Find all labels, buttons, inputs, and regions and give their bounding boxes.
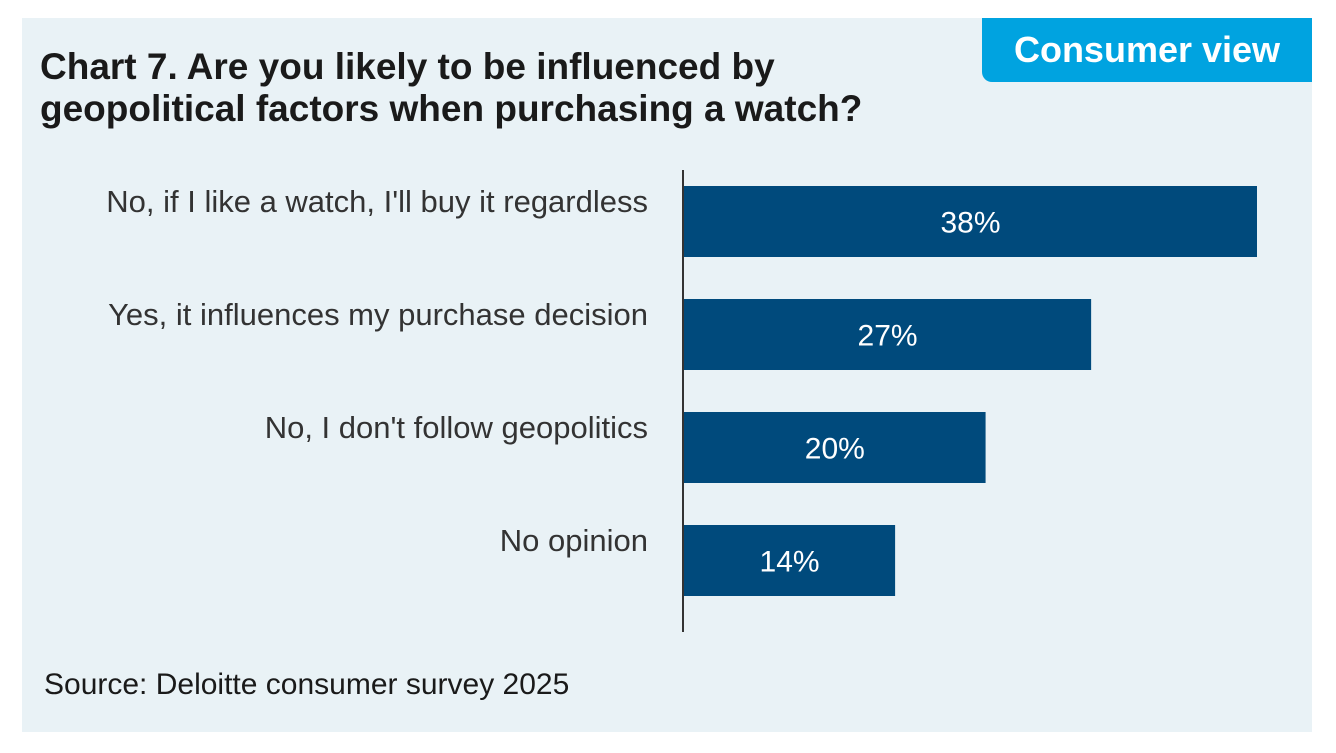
- bar-1: [684, 186, 1257, 257]
- bar-value-label: 20%: [805, 433, 865, 466]
- category-label: No opinion: [500, 523, 648, 558]
- category-label: No, I don't follow geopolitics: [265, 410, 648, 445]
- bars-layer: 38% No, if I like a watch, I'll buy it re…: [106, 184, 1257, 596]
- chart-title: Chart 7. Are you likely to be influenced…: [40, 46, 863, 129]
- bar-value-label: 38%: [940, 207, 1000, 240]
- chart-panel: [22, 18, 1312, 732]
- bar-value-label: 27%: [858, 320, 918, 353]
- category-label: Yes, it influences my purchase decision: [108, 297, 648, 332]
- category-label: No, if I like a watch, I'll buy it regar…: [106, 184, 648, 219]
- bar-2: [684, 299, 1092, 370]
- source-note: Source: Deloitte consumer survey 2025: [44, 668, 570, 701]
- bar-value-label: 14%: [760, 546, 820, 579]
- bar-3: [684, 412, 986, 483]
- consumer-view-badge: Consumer view: [982, 18, 1312, 82]
- bar-4: [684, 525, 896, 596]
